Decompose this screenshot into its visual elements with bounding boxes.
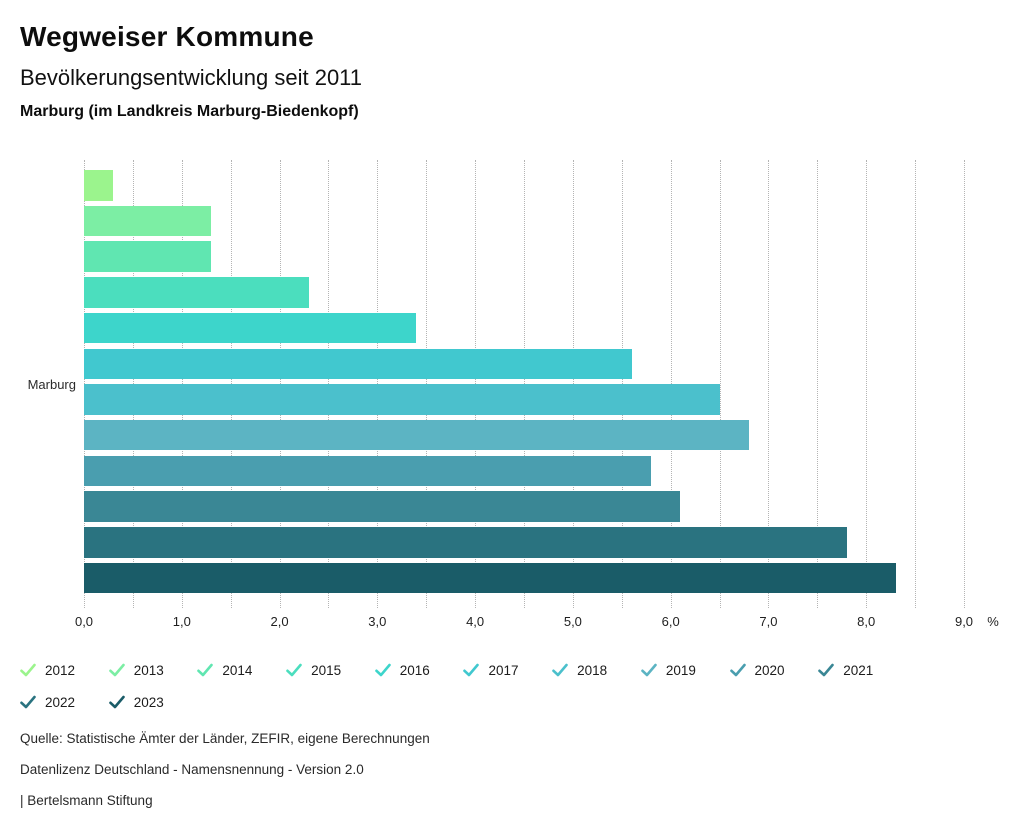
x-tick-label: 1,0 [172, 614, 191, 629]
x-tick-label: 9,0 [954, 614, 974, 629]
legend-item-2013[interactable]: 2013 [108, 654, 198, 686]
check-icon [374, 663, 391, 677]
legend-item-2020[interactable]: 2020 [729, 654, 819, 686]
check-icon [818, 663, 834, 677]
x-tick-label: 2,0 [270, 614, 289, 629]
footer: Quelle: Statistische Ämter der Länder, Z… [20, 732, 430, 825]
legend-item-2018[interactable]: 2018 [552, 654, 641, 686]
check-icon [197, 663, 214, 677]
attribution-note: | Bertelsmann Stiftung [20, 793, 153, 808]
x-tick-label: 6,0 [661, 614, 680, 629]
x-tick-label: 8,0 [857, 614, 876, 629]
bar-2020[interactable] [84, 455, 652, 487]
check-icon [641, 663, 657, 677]
gridline [132, 160, 134, 608]
gridline [426, 160, 428, 608]
bar-2013[interactable] [84, 205, 212, 237]
legend-item-2015[interactable]: 2015 [286, 654, 375, 686]
bar-2016[interactable] [84, 312, 417, 344]
gridline [279, 160, 281, 608]
legend: 2012 2013 2014 2015 2016 2017 2018 2019 2020 2021… [20, 654, 920, 718]
gridline [181, 160, 183, 608]
gridline [475, 160, 477, 608]
gridline [866, 160, 868, 608]
legend-year-label: 2022 [45, 694, 76, 710]
gridline [230, 160, 232, 608]
bar-2017[interactable] [84, 348, 632, 379]
legend-item-2012[interactable]: 2012 [20, 654, 109, 686]
legend-year-label: 2021 [843, 662, 874, 678]
legend-year-label: 2018 [577, 662, 608, 678]
gridline [768, 160, 770, 608]
bar-2015[interactable] [84, 277, 309, 308]
legend-year-label: 2014 [222, 662, 253, 678]
check-icon [108, 695, 125, 709]
legend-item-2023[interactable]: 2023 [108, 686, 198, 718]
gridline [964, 160, 965, 608]
legend-year-label: 2019 [665, 662, 696, 678]
check-icon [108, 663, 125, 677]
x-tick-label: 5,0 [563, 614, 582, 629]
legend-year-label: 2013 [133, 662, 164, 678]
bar-2022[interactable] [84, 527, 847, 558]
legend-year-label: 2015 [311, 662, 342, 678]
legend-year-label: 2020 [754, 662, 785, 678]
chart-location-subtitle: Marburg (im Landkreis Marburg-Biedenkopf… [20, 103, 359, 120]
bar-2012[interactable] [84, 170, 114, 201]
check-icon [20, 663, 36, 677]
gridline [670, 160, 672, 608]
gridline [719, 160, 721, 608]
gridline [524, 160, 525, 608]
check-icon [286, 663, 302, 677]
check-icon [552, 663, 568, 677]
legend-year-label: 2016 [399, 662, 430, 678]
bar-2021[interactable] [84, 491, 681, 522]
gridline [817, 160, 819, 608]
y-axis-label: Marburg [27, 376, 76, 392]
gridline [572, 160, 574, 608]
legend-year-label: 2017 [488, 662, 519, 678]
gridline [377, 160, 379, 608]
gridline [915, 160, 917, 608]
x-tick-label: 7,0 [759, 614, 778, 629]
x-tick-label: 3,0 [368, 614, 387, 629]
source-note: Quelle: Statistische Ämter der Länder, Z… [20, 731, 430, 746]
bar-2014[interactable] [84, 241, 212, 272]
app-title: Wegweiser Kommune [20, 21, 314, 52]
plot-area [84, 160, 965, 608]
check-icon [20, 695, 36, 709]
x-tick-label: 0,0 [74, 614, 94, 629]
legend-item-2017[interactable]: 2017 [463, 654, 552, 686]
x-axis-unit-label: % [987, 614, 999, 629]
legend-item-2019[interactable]: 2019 [641, 654, 730, 686]
check-icon [463, 663, 480, 677]
legend-item-2022[interactable]: 2022 [20, 686, 109, 718]
legend-item-2016[interactable]: 2016 [374, 654, 464, 686]
legend-year-label: 2023 [133, 694, 164, 710]
legend-item-2021[interactable]: 2021 [818, 654, 907, 686]
population-development-bar-chart: Marburg 0,0 1,0 2,0 3,0 4,0 5,0 6,0 7,0 8,0 9,0% [0, 160, 1024, 630]
legend-item-2014[interactable]: 2014 [197, 654, 286, 686]
bar-2023[interactable] [84, 562, 896, 594]
x-axis: 0,0 1,0 2,0 3,0 4,0 5,0 6,0 7,0 8,0 9,0% [75, 610, 1024, 632]
gridline [328, 160, 330, 608]
bar-2019[interactable] [84, 419, 749, 451]
chart-title: Bevölkerungsentwicklung seit 2011 [20, 65, 363, 90]
x-tick-label: 4,0 [466, 614, 485, 629]
gridline [84, 160, 85, 608]
legend-year-label: 2012 [45, 662, 76, 678]
gridline [621, 160, 623, 608]
bar-2018[interactable] [84, 384, 720, 415]
license-note: Datenlizenz Deutschland - Namensnennung … [20, 762, 364, 777]
check-icon [729, 663, 746, 677]
